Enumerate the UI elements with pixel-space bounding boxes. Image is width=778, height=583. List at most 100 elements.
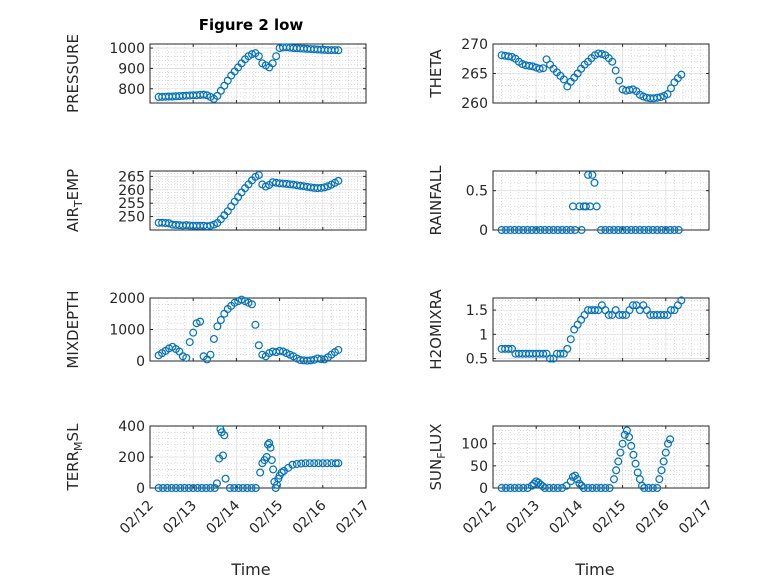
data-point — [670, 226, 679, 235]
axes-box — [149, 43, 367, 104]
data-point — [655, 475, 664, 484]
y-tick-label: 270 — [461, 37, 488, 53]
y-axis-label: RAINFALL — [427, 165, 445, 236]
data-point — [614, 226, 623, 235]
data-point — [660, 310, 669, 319]
data-point — [666, 306, 675, 315]
data-point — [532, 226, 541, 235]
data-point — [539, 349, 548, 358]
y-tick-label: 0.5 — [466, 184, 488, 200]
data-point — [584, 484, 593, 493]
data-point — [577, 226, 586, 235]
data-point — [596, 226, 605, 235]
data-point — [510, 484, 519, 493]
y-tick-label: 0 — [136, 354, 145, 370]
data-point — [661, 448, 670, 457]
data-point — [269, 465, 278, 474]
data-point — [514, 226, 523, 235]
x-tick-label: 02/14 — [203, 497, 243, 537]
data-point — [609, 226, 618, 235]
data-point — [627, 441, 636, 450]
data-point — [331, 459, 340, 468]
data-point — [653, 484, 662, 493]
axes-box — [492, 170, 710, 231]
data-point — [573, 475, 582, 484]
data-point — [305, 459, 314, 468]
data-point — [497, 226, 506, 235]
data-point — [277, 468, 286, 477]
data-point — [256, 468, 265, 477]
data-point — [158, 484, 167, 493]
y-tick-label: 200 — [118, 450, 145, 466]
data-point — [566, 335, 575, 344]
y-tick-label: 400 — [118, 419, 145, 435]
data-point — [523, 226, 532, 235]
data-point — [501, 484, 510, 493]
data-point — [601, 484, 610, 493]
data-point — [527, 481, 536, 490]
data-point — [310, 459, 319, 468]
y-tick-label: 255 — [118, 196, 145, 212]
data-point — [604, 310, 613, 319]
x-axis-label-left: Time — [230, 560, 270, 579]
data-point — [189, 328, 198, 337]
data-point — [216, 316, 225, 325]
data-point — [272, 52, 281, 61]
data-point — [297, 459, 306, 468]
data-point — [596, 484, 605, 493]
x-tick-label: 02/12 — [117, 498, 157, 538]
data-point — [648, 226, 657, 235]
data-point — [247, 484, 256, 493]
data-point — [659, 457, 668, 466]
data-point — [334, 345, 343, 354]
x-tick-label: 02/16 — [290, 497, 330, 537]
data-point — [189, 484, 198, 493]
y-tick-label: 1 — [479, 327, 488, 343]
panel-mixdepth: 0 1000 2000 MIXDEPTH — [64, 290, 367, 370]
data-point — [504, 344, 513, 353]
data-point — [666, 435, 675, 444]
data-point — [519, 484, 528, 493]
data-point — [504, 52, 513, 61]
data-point — [592, 484, 601, 493]
data-point — [334, 459, 343, 468]
axes-box — [492, 297, 710, 362]
data-point — [247, 300, 256, 309]
data-point — [243, 484, 252, 493]
data-point — [556, 349, 565, 358]
data-point — [566, 226, 575, 235]
y-tick-label: 0 — [479, 223, 488, 239]
data-point — [546, 354, 555, 363]
data-point — [202, 484, 211, 493]
data-point — [528, 62, 537, 71]
data-point — [320, 183, 329, 192]
data-point — [558, 484, 567, 493]
y-tick-label: 250 — [118, 210, 145, 226]
y-axis-label: AIRTEMP — [64, 169, 85, 232]
data-point — [234, 484, 243, 493]
y-tick-label: 0 — [136, 481, 145, 497]
data-point — [581, 202, 590, 211]
panel-pressure: 800 900 1000 PRESSURE — [64, 34, 367, 113]
data-point — [523, 484, 532, 493]
data-point — [288, 460, 297, 469]
data-point — [609, 475, 618, 484]
data-point — [657, 466, 666, 475]
data-point — [562, 481, 571, 490]
data-point — [653, 226, 662, 235]
data-point — [506, 484, 515, 493]
data-point — [182, 353, 191, 362]
data-point — [549, 226, 558, 235]
y-tick-label: 900 — [118, 61, 145, 77]
data-point — [616, 448, 625, 457]
data-point — [627, 226, 636, 235]
data-point — [663, 90, 672, 99]
data-point — [559, 75, 568, 84]
data-point — [605, 226, 614, 235]
x-tick-label: 02/17 — [333, 498, 373, 538]
data-point — [180, 484, 189, 493]
data-point — [601, 226, 610, 235]
data-point — [666, 226, 675, 235]
data-point — [497, 484, 506, 493]
axes-box — [492, 425, 710, 489]
